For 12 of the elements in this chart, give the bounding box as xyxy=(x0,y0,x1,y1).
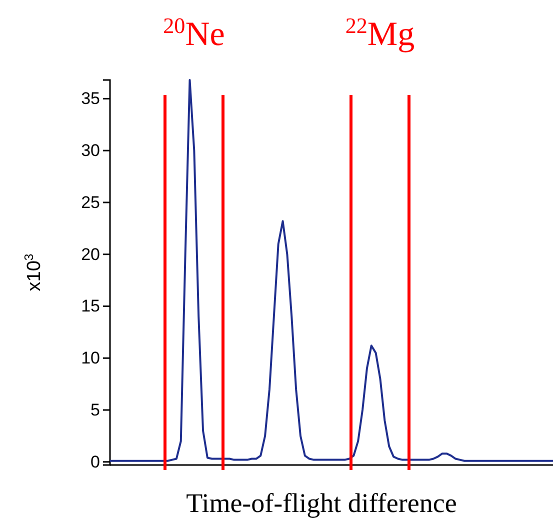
y-tick-label: 20 xyxy=(81,244,100,264)
y-tick-label: 25 xyxy=(81,192,100,212)
y-tick-label: 35 xyxy=(81,89,100,108)
text: $^{22}$Mg xyxy=(345,12,415,53)
text: $^{20}$Ne xyxy=(163,12,225,53)
y-tick-label: 5 xyxy=(90,400,100,420)
y-tick-label: 15 xyxy=(81,296,100,316)
line-series xyxy=(109,79,553,462)
y-tick-label: 30 xyxy=(81,141,100,160)
x-axis-title: Time-of-flight difference xyxy=(186,488,457,518)
y-tick-label: 10 xyxy=(81,348,100,368)
y-tick-label: 0 xyxy=(90,452,100,472)
